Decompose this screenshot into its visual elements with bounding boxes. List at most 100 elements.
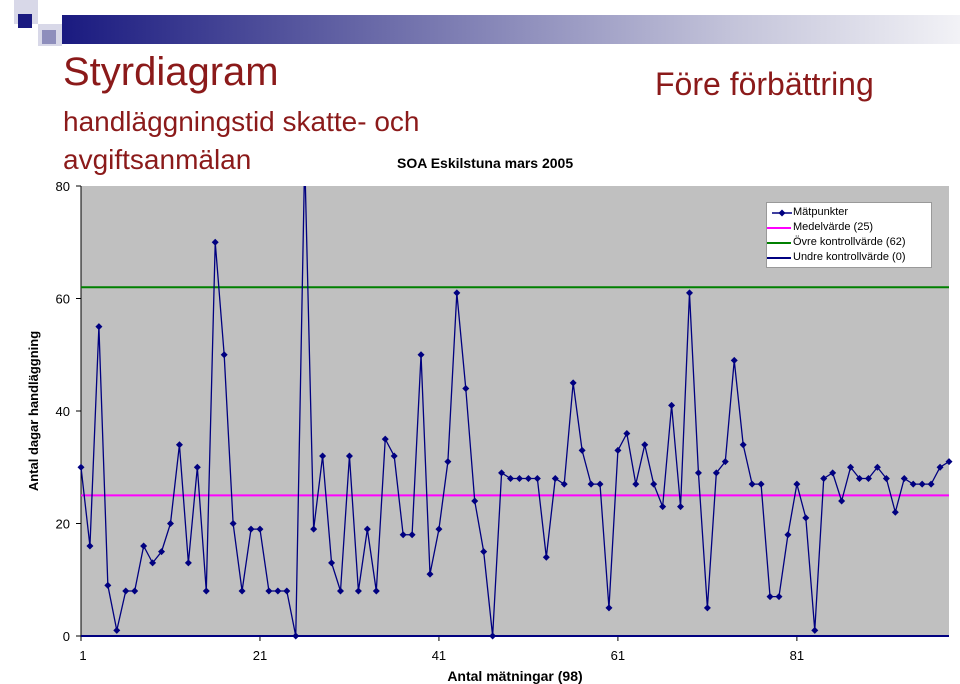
data-point xyxy=(175,441,183,449)
data-point xyxy=(945,458,953,466)
x-tick-label: 41 xyxy=(432,648,446,663)
data-point xyxy=(337,587,345,595)
data-point xyxy=(927,480,935,488)
data-point xyxy=(811,626,819,634)
data-point xyxy=(453,289,461,297)
legend-swatch-series xyxy=(772,209,792,217)
data-point xyxy=(829,469,837,477)
legend-swatch-mean xyxy=(767,227,791,229)
data-point xyxy=(507,475,515,482)
data-point xyxy=(820,475,828,482)
data-point xyxy=(685,289,693,297)
data-point xyxy=(847,463,855,471)
data-point xyxy=(873,463,881,471)
data-point xyxy=(238,587,246,595)
data-point xyxy=(605,604,613,612)
data-point xyxy=(551,475,559,482)
y-tick-label: 0 xyxy=(63,629,70,644)
data-point xyxy=(417,351,425,359)
data-point xyxy=(712,469,720,477)
x-tick-label: 81 xyxy=(790,648,804,663)
y-tick-label: 80 xyxy=(56,179,70,194)
data-point xyxy=(408,531,416,539)
data-point xyxy=(480,548,488,556)
data-point xyxy=(283,587,291,595)
data-point xyxy=(354,587,362,595)
legend-label-mean: Medelvärde (25) xyxy=(793,221,874,233)
data-point xyxy=(694,469,702,477)
y-axis-title: Antal dagar handläggning xyxy=(26,331,41,491)
data-point xyxy=(542,553,550,561)
data-point xyxy=(677,503,685,511)
data-point xyxy=(936,463,944,471)
data-point xyxy=(363,525,371,533)
data-point xyxy=(149,559,157,567)
y-tick-label: 20 xyxy=(56,517,70,532)
x-axis: 1 21 41 61 81 xyxy=(79,635,949,663)
data-point xyxy=(623,430,631,437)
data-point xyxy=(328,559,336,567)
legend-label-series: Mätpunkter xyxy=(793,206,849,218)
data-point xyxy=(462,385,470,392)
x-tick-label: 61 xyxy=(611,648,625,663)
data-point xyxy=(721,458,729,466)
y-tick-label: 40 xyxy=(56,404,70,419)
data-point xyxy=(882,475,890,482)
data-point xyxy=(793,480,801,488)
data-point xyxy=(158,548,166,556)
legend-item-ucl: Övre kontrollvärde (62) xyxy=(767,235,931,250)
data-point xyxy=(900,475,908,482)
chart-legend: Mätpunkter Medelvärde (25) Övre kontroll… xyxy=(766,202,932,268)
data-point xyxy=(569,379,577,387)
data-point xyxy=(104,581,112,589)
y-axis: 0 20 40 60 80 xyxy=(56,179,82,644)
data-point xyxy=(524,475,532,482)
data-point xyxy=(310,525,318,533)
data-point xyxy=(77,463,85,471)
data-point xyxy=(372,587,380,595)
chart-subtitle-line-2: avgiftsanmälan xyxy=(63,144,252,175)
data-point xyxy=(265,587,273,595)
data-point xyxy=(399,531,407,539)
data-point xyxy=(131,587,139,595)
data-point xyxy=(426,570,434,578)
data-point xyxy=(274,587,282,595)
data-point xyxy=(659,503,667,511)
data-point xyxy=(533,475,541,482)
data-point xyxy=(166,520,174,527)
data-point xyxy=(140,542,148,550)
data-point xyxy=(578,446,586,454)
data-point xyxy=(211,238,219,246)
legend-label-ucl: Övre kontrollvärde (62) xyxy=(793,236,906,248)
data-point xyxy=(614,446,622,454)
data-point xyxy=(498,469,506,477)
data-point xyxy=(703,604,711,612)
data-point xyxy=(641,441,649,449)
data-point xyxy=(390,452,398,460)
data-point xyxy=(345,452,353,460)
data-point xyxy=(193,463,201,471)
legend-swatch-lcl xyxy=(767,257,791,259)
data-point xyxy=(319,452,327,460)
legend-item-matpunkter: Mätpunkter xyxy=(767,205,931,220)
x-tick-label: 21 xyxy=(253,648,267,663)
data-point xyxy=(864,475,872,482)
data-point xyxy=(489,632,497,640)
data-point xyxy=(838,497,846,505)
data-point xyxy=(444,458,452,466)
data-point xyxy=(766,593,774,601)
data-point xyxy=(730,356,738,364)
chart-subtitle-line-1: handläggningstid skatte- och xyxy=(63,106,420,137)
data-point xyxy=(775,593,783,601)
x-axis-title: Antal mätningar (98) xyxy=(447,668,582,684)
data-point xyxy=(122,587,130,595)
data-point xyxy=(587,480,595,488)
data-point xyxy=(301,154,308,161)
data-point xyxy=(891,508,899,516)
series-line xyxy=(80,186,950,637)
phase-heading: Före förbättring xyxy=(655,66,874,102)
legend-item-mean: Medelvärde (25) xyxy=(767,220,931,235)
data-point xyxy=(202,587,210,595)
data-point xyxy=(95,323,103,331)
